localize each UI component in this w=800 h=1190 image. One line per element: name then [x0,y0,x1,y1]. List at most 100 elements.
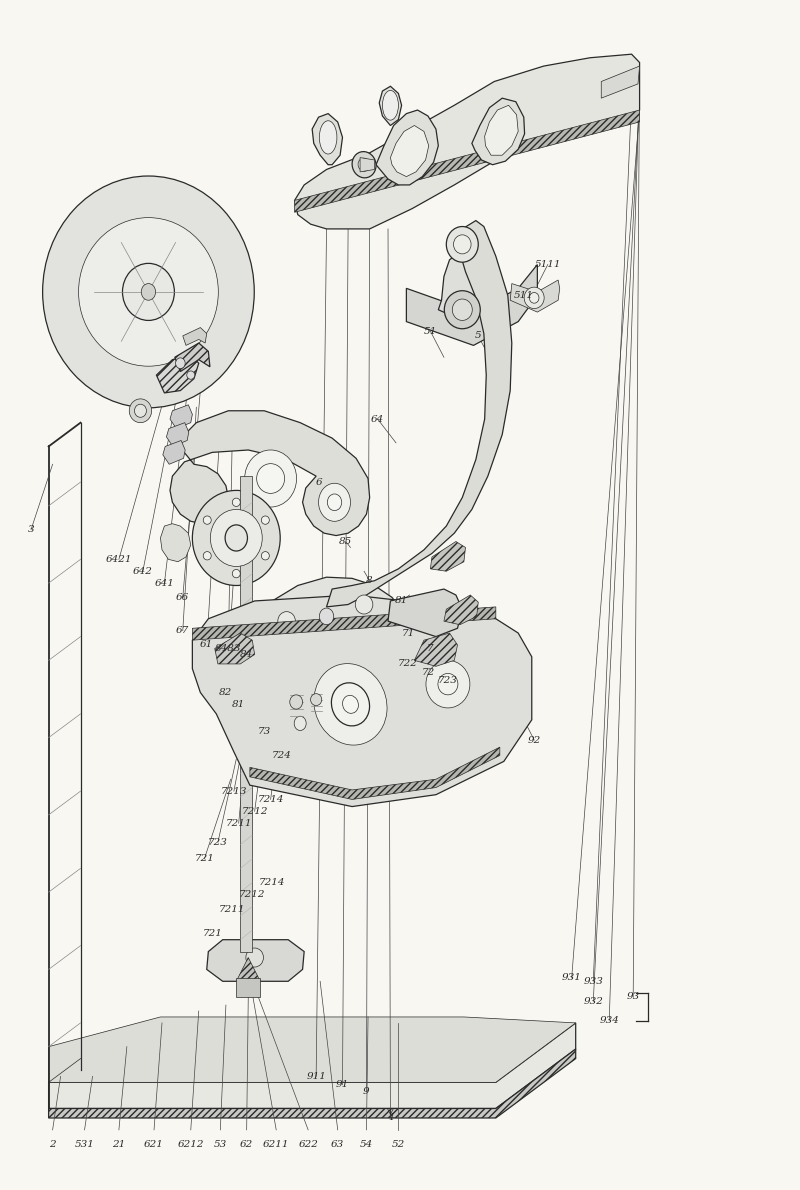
Text: 67: 67 [176,626,190,635]
Ellipse shape [142,283,156,300]
Text: 642: 642 [133,566,153,576]
Text: 621: 621 [144,1140,164,1148]
Ellipse shape [186,371,194,380]
Polygon shape [485,105,518,155]
Polygon shape [414,633,458,666]
Ellipse shape [210,509,262,566]
Text: 931: 931 [562,973,582,982]
Polygon shape [161,524,190,562]
Ellipse shape [446,226,478,262]
Polygon shape [192,595,532,807]
Ellipse shape [134,405,146,418]
Text: 54: 54 [360,1140,373,1148]
Text: 7214: 7214 [259,878,286,887]
Text: 511: 511 [514,292,534,300]
Text: 721: 721 [202,929,222,938]
Text: 3: 3 [28,525,34,534]
Polygon shape [244,577,410,728]
Polygon shape [438,250,486,324]
Ellipse shape [245,450,297,507]
Ellipse shape [342,695,358,713]
Text: 4: 4 [387,1114,394,1122]
Polygon shape [214,633,254,664]
Ellipse shape [262,516,270,525]
Polygon shape [472,98,525,164]
Text: 6211: 6211 [263,1140,290,1148]
Polygon shape [379,86,402,125]
Polygon shape [250,747,500,800]
Polygon shape [360,157,374,171]
Ellipse shape [310,694,322,706]
Polygon shape [192,607,496,640]
Ellipse shape [382,90,398,120]
Polygon shape [157,355,198,393]
Text: 7211: 7211 [226,819,252,828]
Ellipse shape [290,695,302,709]
Ellipse shape [327,494,342,511]
Text: 2: 2 [50,1140,56,1148]
Text: 71: 71 [402,628,414,638]
Text: 21: 21 [112,1140,126,1148]
Text: 64: 64 [371,414,384,424]
Text: 6212: 6212 [178,1140,204,1148]
Ellipse shape [225,525,247,551]
Polygon shape [236,958,260,982]
Ellipse shape [122,263,174,320]
Text: 622: 622 [298,1140,318,1148]
Ellipse shape [246,948,263,967]
Polygon shape [602,67,639,98]
Polygon shape [326,220,512,607]
Text: 8: 8 [366,576,373,585]
Polygon shape [430,541,466,571]
Ellipse shape [438,674,458,695]
Ellipse shape [192,490,280,585]
Text: 5111: 5111 [534,261,561,269]
Text: 62: 62 [240,1140,254,1148]
Ellipse shape [454,234,471,253]
Text: 72: 72 [422,668,434,677]
Text: 7212: 7212 [242,807,268,816]
Polygon shape [206,940,304,982]
Polygon shape [166,422,189,446]
Text: 7212: 7212 [239,890,266,898]
Text: 92: 92 [527,735,541,745]
Text: 7211: 7211 [219,906,246,914]
Ellipse shape [278,612,295,631]
Text: 6421: 6421 [106,555,132,564]
Polygon shape [170,411,370,536]
Text: 641: 641 [154,578,174,588]
Text: 52: 52 [392,1140,405,1148]
Polygon shape [390,125,429,176]
Ellipse shape [314,633,342,664]
Text: 53: 53 [214,1140,227,1148]
Polygon shape [388,589,462,637]
Text: 73: 73 [258,727,271,737]
Text: 91: 91 [336,1081,349,1089]
Text: 7214: 7214 [258,795,284,804]
Text: 81: 81 [232,700,246,709]
Text: 51: 51 [424,326,437,336]
Text: 84: 84 [240,650,254,659]
Ellipse shape [42,176,254,408]
Text: 9: 9 [363,1088,370,1096]
Text: 911: 911 [306,1072,326,1081]
Text: 723: 723 [208,838,228,847]
Ellipse shape [203,552,211,560]
Ellipse shape [452,299,472,320]
Text: 82: 82 [219,688,233,697]
Ellipse shape [232,499,240,507]
Text: 531: 531 [74,1140,94,1148]
Ellipse shape [352,151,376,177]
Polygon shape [182,327,206,345]
Text: 7: 7 [427,644,434,653]
Ellipse shape [294,716,306,731]
Ellipse shape [444,290,480,328]
Polygon shape [163,440,185,464]
Polygon shape [376,109,438,184]
Polygon shape [444,595,478,625]
Polygon shape [294,109,639,212]
Polygon shape [49,1050,576,1117]
Text: 724: 724 [272,751,292,760]
Ellipse shape [262,552,270,560]
Text: 933: 933 [583,977,603,985]
